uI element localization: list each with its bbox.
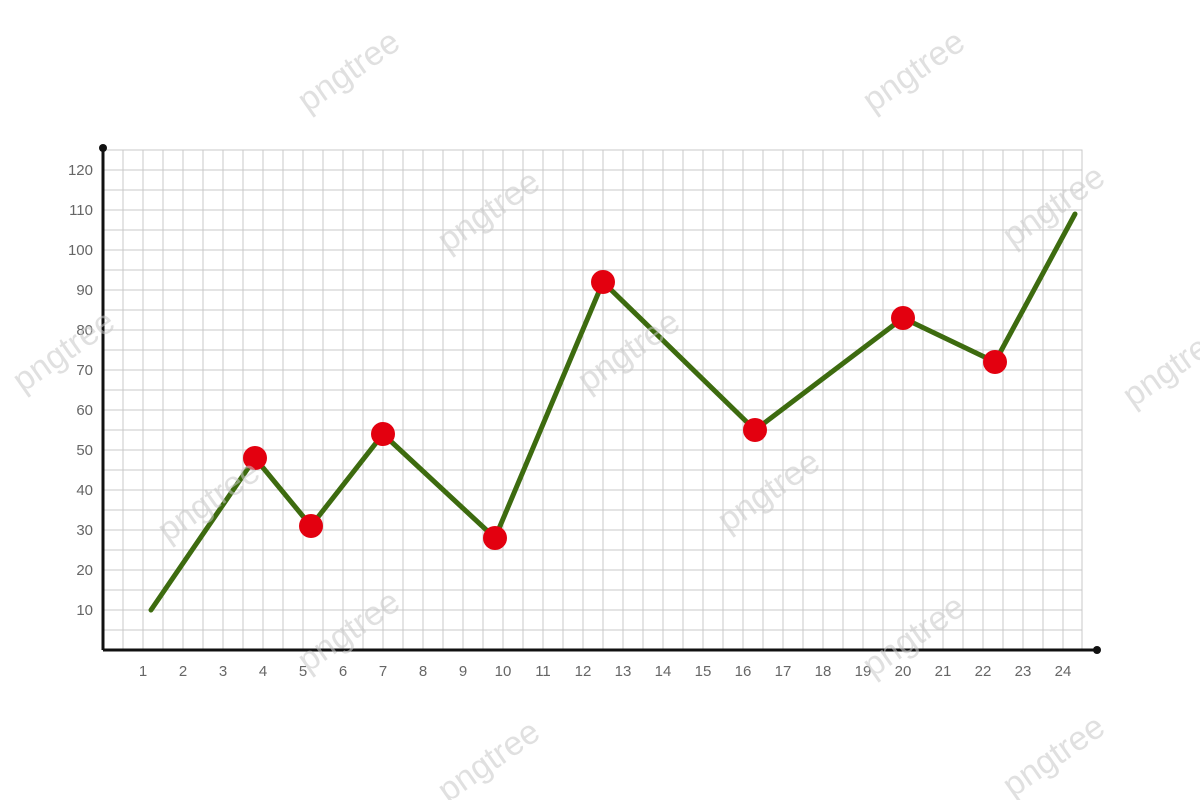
watermark-text: pngtree bbox=[1116, 317, 1200, 414]
x-tick-label: 9 bbox=[459, 663, 467, 680]
series-line bbox=[148, 211, 1078, 613]
data-point-marker bbox=[891, 306, 915, 330]
data-point-marker bbox=[591, 270, 615, 294]
watermark-text: pngtree bbox=[996, 707, 1112, 800]
data-point-marker bbox=[371, 422, 395, 446]
watermark-text: pngtree bbox=[431, 712, 547, 800]
x-tick-label: 8 bbox=[419, 663, 427, 680]
data-point-marker bbox=[983, 350, 1007, 374]
x-tick-label: 23 bbox=[1015, 663, 1032, 680]
chart-grid bbox=[102, 149, 1083, 651]
x-axis-ticks: 1 2 3 4 5 6 7 8 9 10 11 12 13 14 15 16 17 18 19 20 21 22 23 24 bbox=[139, 663, 1072, 680]
y-axis-ticks: 10 20 30 40 50 60 70 80 90 100 110 120 bbox=[68, 162, 93, 619]
data-point-marker bbox=[299, 514, 323, 538]
y-tick-label: 110 bbox=[69, 202, 93, 219]
y-tick-label: 30 bbox=[76, 522, 93, 539]
plot-area bbox=[102, 149, 1083, 651]
x-tick-label: 18 bbox=[815, 663, 832, 680]
y-tick-label: 70 bbox=[76, 362, 93, 379]
y-tick-label: 100 bbox=[68, 242, 93, 259]
x-tick-label: 6 bbox=[339, 663, 347, 680]
x-tick-label: 21 bbox=[935, 663, 952, 680]
x-tick-label: 12 bbox=[575, 663, 592, 680]
x-tick-label: 11 bbox=[535, 663, 551, 680]
x-tick-label: 5 bbox=[299, 663, 307, 680]
y-tick-label: 10 bbox=[76, 602, 93, 619]
x-tick-label: 3 bbox=[219, 663, 227, 680]
data-point-marker bbox=[243, 446, 267, 470]
y-tick-label: 90 bbox=[76, 282, 93, 299]
y-tick-label: 50 bbox=[76, 442, 93, 459]
data-point-marker bbox=[743, 418, 767, 442]
x-tick-label: 4 bbox=[259, 663, 267, 680]
y-axis-end-dot bbox=[99, 144, 107, 152]
chart-axes bbox=[99, 144, 1101, 654]
y-tick-label: 60 bbox=[76, 402, 93, 419]
x-tick-label: 15 bbox=[695, 663, 712, 680]
x-tick-label: 10 bbox=[495, 663, 512, 680]
watermark-text: pngtree bbox=[291, 22, 407, 119]
y-tick-label: 20 bbox=[76, 562, 93, 579]
x-tick-label: 24 bbox=[1055, 663, 1072, 680]
y-tick-label: 120 bbox=[68, 162, 93, 179]
x-tick-label: 1 bbox=[139, 663, 147, 680]
x-axis-end-dot bbox=[1093, 646, 1101, 654]
x-tick-label: 2 bbox=[179, 663, 187, 680]
x-tick-label: 17 bbox=[775, 663, 792, 680]
x-tick-label: 13 bbox=[615, 663, 632, 680]
watermark-text: pngtree bbox=[856, 22, 972, 119]
y-tick-label: 80 bbox=[76, 322, 93, 339]
x-tick-label: 14 bbox=[655, 663, 672, 680]
y-tick-label: 40 bbox=[76, 482, 93, 499]
x-tick-label: 7 bbox=[379, 663, 387, 680]
data-series bbox=[148, 211, 1078, 613]
x-tick-label: 22 bbox=[975, 663, 992, 680]
x-tick-label: 16 bbox=[735, 663, 752, 680]
x-tick-label: 20 bbox=[895, 663, 912, 680]
data-point-marker bbox=[483, 526, 507, 550]
x-tick-label: 19 bbox=[855, 663, 872, 680]
